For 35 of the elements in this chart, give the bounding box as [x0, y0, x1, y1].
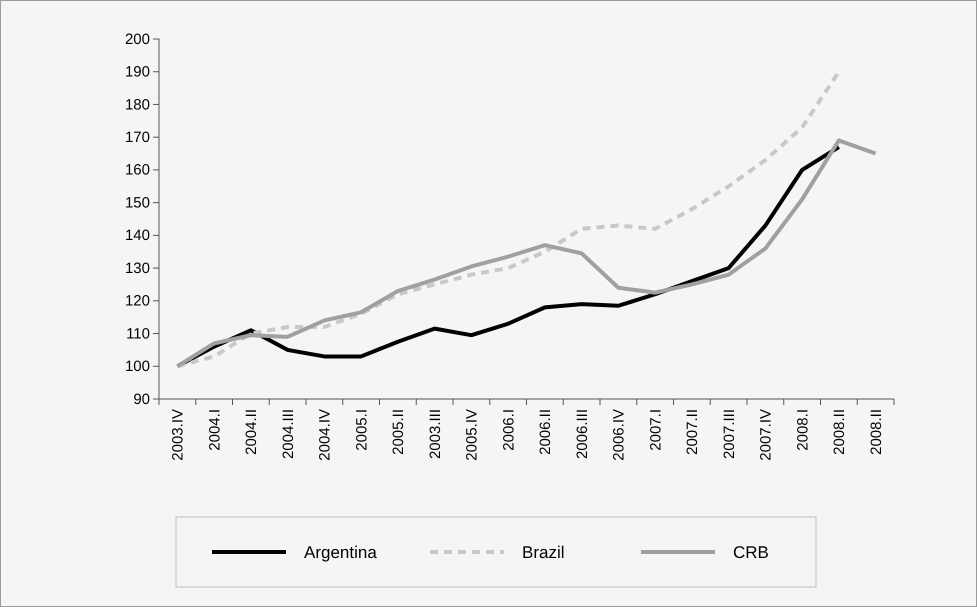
y-tick-label: 170 [124, 128, 150, 146]
y-tick-label: 90 [133, 390, 150, 408]
x-tick-label: 2006.I [500, 409, 518, 451]
x-tick-label: 2005.I [353, 409, 370, 451]
legend-label: Brazil [522, 542, 565, 562]
y-tick-label: 150 [124, 194, 150, 212]
y-tick-label: 120 [124, 292, 150, 310]
x-tick-label: 2006.II [537, 409, 554, 455]
x-tick-label: 2007.I [647, 409, 664, 451]
x-tick-label: 2007.IV [758, 409, 775, 461]
x-tick-label: 2008.II [868, 409, 885, 455]
y-tick-label: 180 [124, 96, 150, 114]
x-tick-label: 2003.III [426, 409, 444, 460]
x-tick-label: 2003.IV [170, 409, 187, 461]
x-tick-label: 2005.IV [464, 409, 481, 461]
x-tick-label: 2004.I [206, 409, 224, 451]
x-tick-label: 2006.IV [610, 409, 628, 461]
x-tick-label: 2004.IV [316, 409, 334, 461]
x-tick-label: 2004.II [243, 409, 260, 455]
y-tick-label: 190 [124, 64, 150, 81]
x-tick-label: 2008.II [831, 409, 848, 455]
y-tick-label: 200 [124, 30, 150, 48]
y-tick-label: 140 [124, 227, 150, 244]
legend-label: CRB [733, 542, 769, 562]
x-tick-label: 2007.II [684, 409, 702, 455]
y-tick-label: 130 [124, 260, 150, 277]
y-tick-label: 110 [126, 325, 150, 342]
x-tick-label: 2004.III [280, 409, 297, 460]
legend-label: Argentina [304, 542, 378, 562]
y-tick-label: 160 [124, 162, 150, 179]
x-tick-label: 2006.III [574, 409, 591, 460]
x-tick-label: 2005.II [390, 409, 408, 455]
y-tick-label: 100 [124, 358, 150, 376]
x-tick-label: 2007.III [720, 409, 738, 460]
x-tick-label: 2008.I [794, 409, 812, 451]
